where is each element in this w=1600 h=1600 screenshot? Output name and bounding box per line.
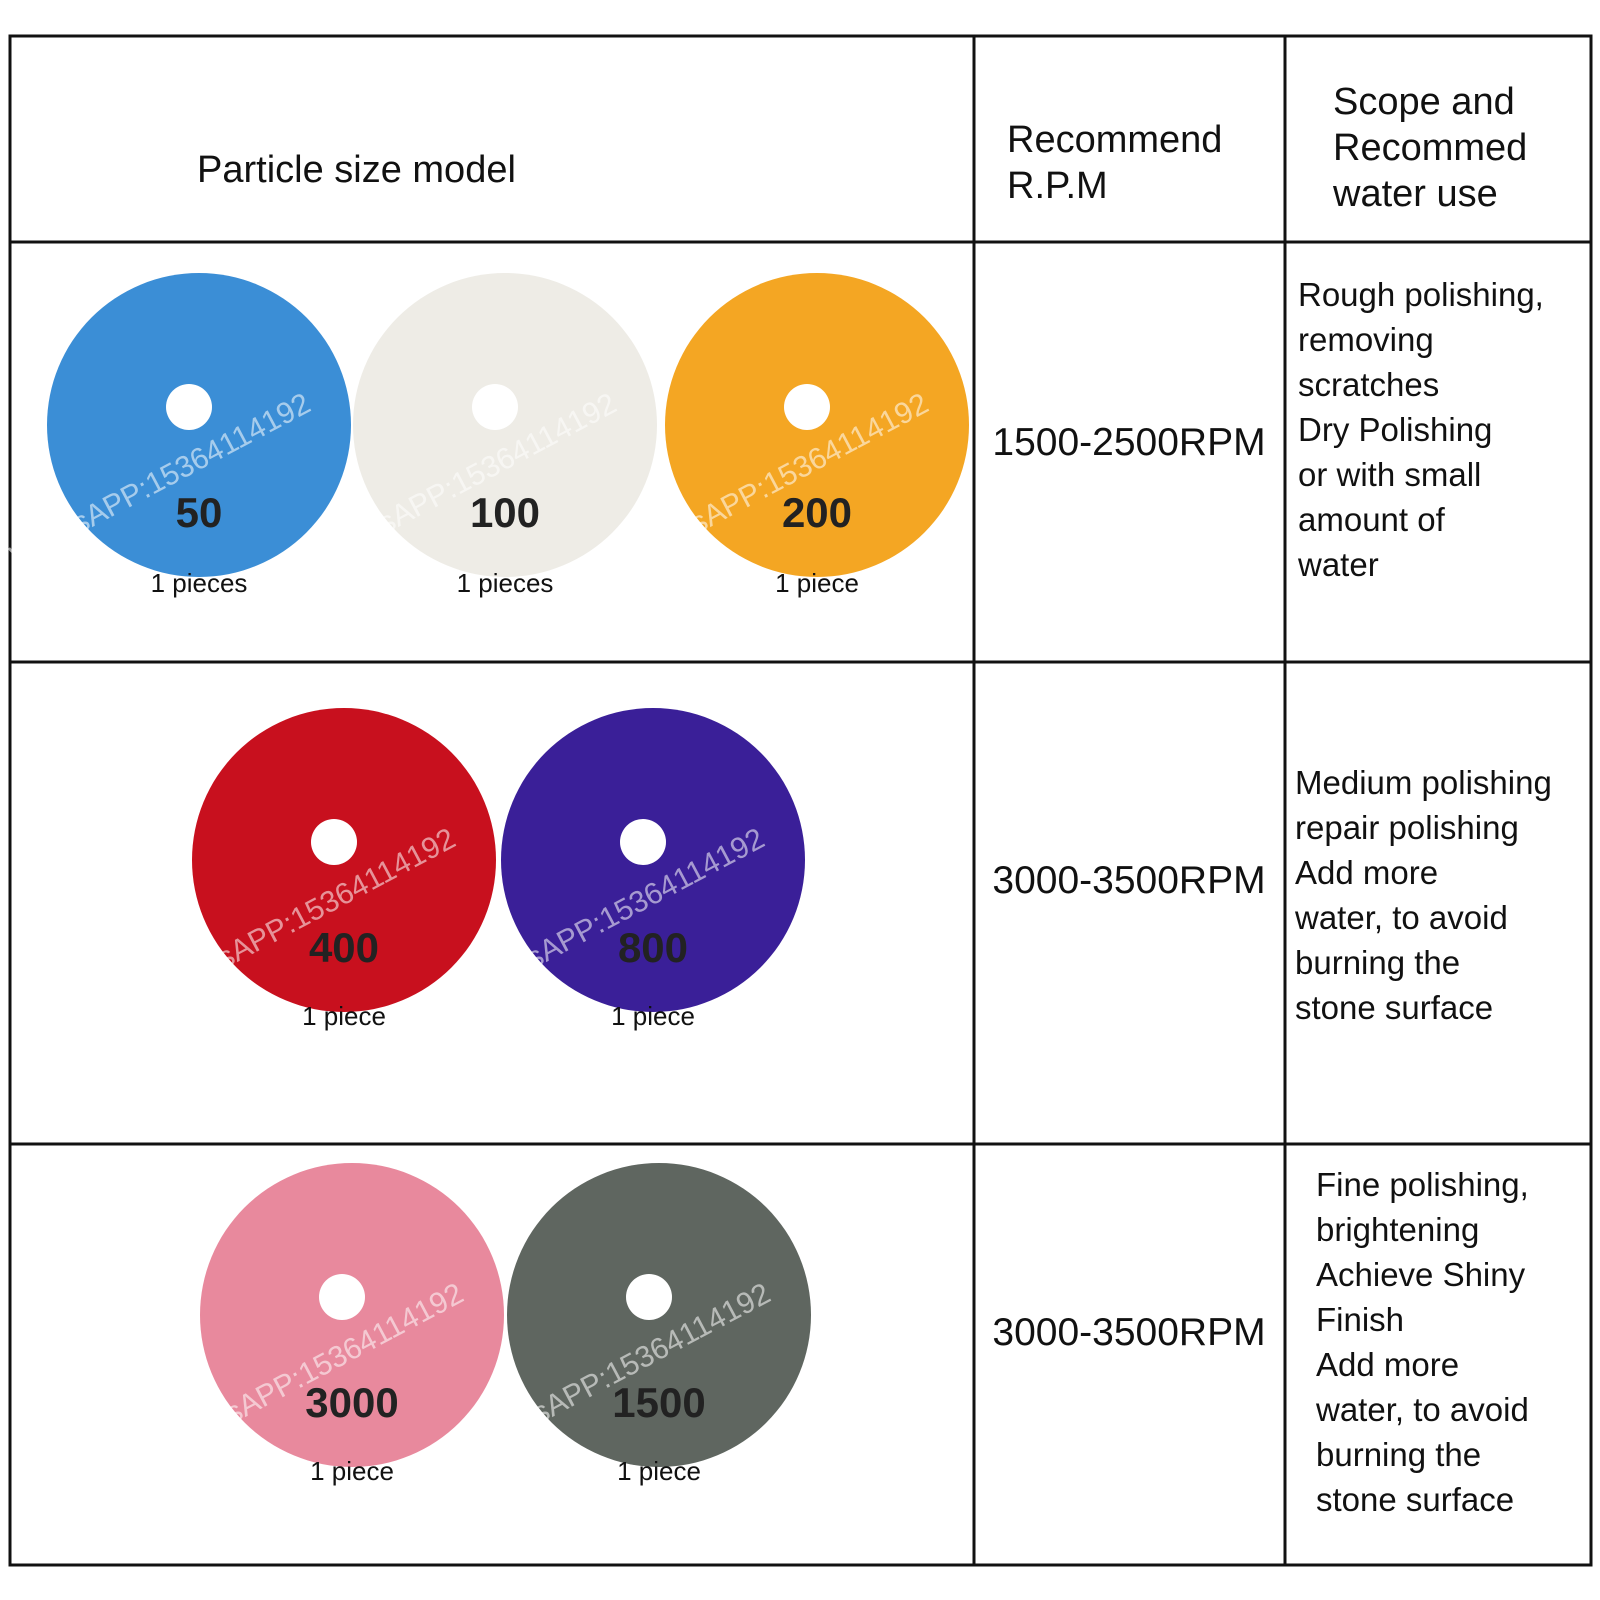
scope-line: Finish	[1316, 1301, 1404, 1338]
scope-line: stone surface	[1295, 989, 1493, 1026]
pad-hole	[620, 819, 666, 865]
scope-line: burning the	[1295, 944, 1460, 981]
scope-line: Medium polishing	[1295, 764, 1552, 801]
header-rpm: R.P.M	[1007, 165, 1108, 207]
pad-hole	[472, 384, 518, 430]
pad-grit: 100	[470, 489, 540, 536]
pad-qty: 1 piece	[617, 1456, 701, 1486]
header-particle: Particle size model	[197, 149, 516, 191]
header-scope: Scope and	[1333, 81, 1515, 123]
scope-line: stone surface	[1316, 1481, 1514, 1518]
scope-line: Fine polishing,	[1316, 1166, 1529, 1203]
pad-grit: 200	[782, 489, 852, 536]
header-rpm: Recommend	[1007, 119, 1222, 161]
pad-grit: 1500	[612, 1379, 705, 1426]
scope-line: Achieve Shiny	[1316, 1256, 1526, 1293]
scope-line: Add more	[1316, 1346, 1459, 1383]
rpm: 3000-3500RPM	[992, 859, 1265, 902]
pad-qty: 1 pieces	[457, 568, 554, 598]
pad-qty: 1 piece	[611, 1001, 695, 1031]
pad-qty: 1 piece	[775, 568, 859, 598]
scope-line: removing	[1298, 321, 1434, 358]
header-scope: water use	[1332, 173, 1498, 215]
scope-line: or with small	[1298, 456, 1481, 493]
pad-hole	[319, 1274, 365, 1320]
scope-line: brightening	[1316, 1211, 1479, 1248]
pad-hole	[626, 1274, 672, 1320]
rpm: 1500-2500RPM	[992, 421, 1265, 464]
pad-hole	[311, 819, 357, 865]
scope-line: repair polishing	[1295, 809, 1519, 846]
scope-line: water	[1297, 546, 1379, 583]
scope-line: Rough polishing,	[1298, 276, 1544, 313]
rpm: 3000-3500RPM	[992, 1311, 1265, 1354]
pad-grit: 3000	[305, 1379, 398, 1426]
scope-line: Add more	[1295, 854, 1438, 891]
pad-qty: 1 piece	[302, 1001, 386, 1031]
scope-line: burning the	[1316, 1436, 1481, 1473]
scope-line: amount of	[1298, 501, 1446, 538]
scope-line: scratches	[1298, 366, 1439, 403]
pad-hole	[784, 384, 830, 430]
pad-qty: 1 pieces	[151, 568, 248, 598]
pad-grit: 50	[176, 489, 223, 536]
scope-line: water, to avoid	[1315, 1391, 1529, 1428]
pad-grit: 400	[309, 924, 379, 971]
pad-qty: 1 piece	[310, 1456, 394, 1486]
scope-line: Dry Polishing	[1298, 411, 1492, 448]
pad-hole	[166, 384, 212, 430]
pad-grit: 800	[618, 924, 688, 971]
scope-line: water, to avoid	[1294, 899, 1508, 936]
header-scope: Recommed	[1333, 127, 1527, 169]
table-grid	[8, 34, 1593, 1567]
